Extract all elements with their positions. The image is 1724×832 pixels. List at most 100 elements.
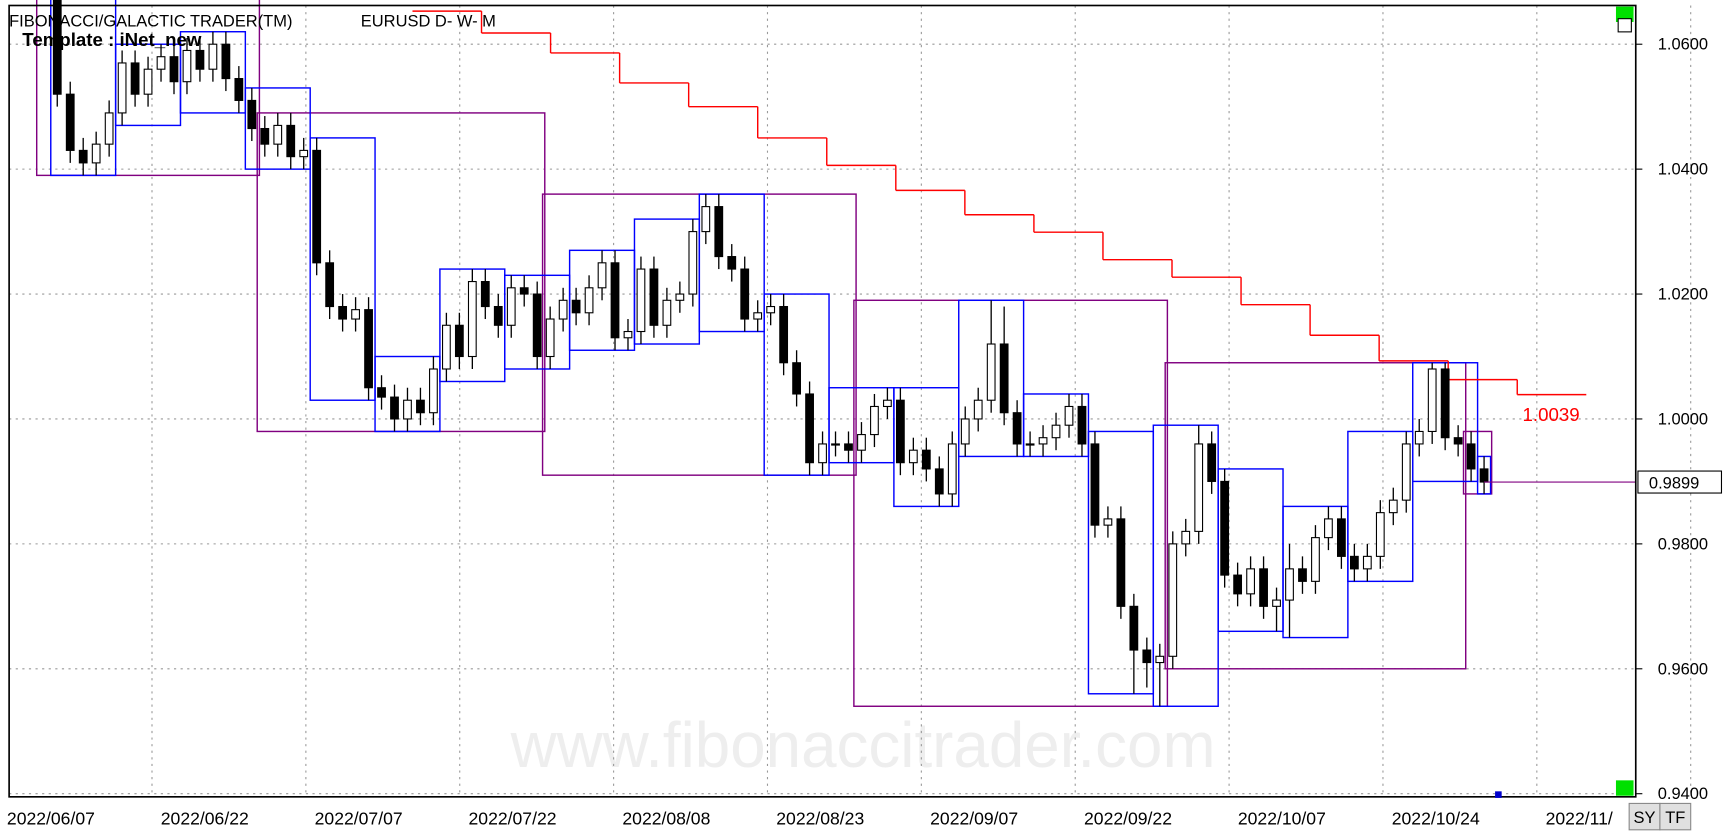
y-tick-label: 1.0400 xyxy=(1658,161,1708,179)
weekly-box xyxy=(309,137,376,401)
candle-body xyxy=(299,149,309,158)
y-tick-label: 0.9800 xyxy=(1658,535,1708,553)
time-marker xyxy=(1495,791,1502,798)
candle-body xyxy=(338,305,348,320)
candle-body xyxy=(1012,412,1022,445)
candle-body xyxy=(221,43,231,80)
candle-body xyxy=(688,231,698,295)
candle-body xyxy=(1142,649,1152,664)
candle-body xyxy=(571,299,581,314)
candle-body xyxy=(65,93,75,151)
x-tick-label: 2022/07/22 xyxy=(469,808,557,828)
candle-body xyxy=(1181,530,1191,545)
y-tick-label: 0.9600 xyxy=(1658,660,1708,678)
candle-body xyxy=(908,449,918,464)
candle-body xyxy=(1103,518,1113,526)
candle-body xyxy=(273,124,283,145)
candle-body xyxy=(286,124,296,158)
candle-body xyxy=(1466,443,1476,470)
candle-body xyxy=(895,399,905,464)
chart-title: FIBONACCI/GALACTIC TRADER(TM) xyxy=(9,12,292,30)
x-tick-label: 2022/09/07 xyxy=(930,808,1018,828)
candle-body xyxy=(558,299,568,320)
candle-body xyxy=(805,393,814,464)
candle-body xyxy=(169,56,179,83)
weekly-box xyxy=(763,293,830,476)
candle-body xyxy=(78,149,88,164)
candle-body xyxy=(766,305,776,314)
candle-body xyxy=(1362,555,1372,570)
candle-body xyxy=(921,449,931,470)
candle-body xyxy=(1220,480,1230,576)
candle-body xyxy=(1375,512,1385,557)
candle-body xyxy=(1401,443,1411,501)
candle-body xyxy=(947,443,957,495)
candle-body xyxy=(1129,605,1139,651)
candle-body xyxy=(1233,574,1243,595)
candle-body xyxy=(351,309,360,320)
candle-body xyxy=(1349,555,1359,570)
stop-label: 1.0039 xyxy=(1523,404,1580,425)
price-label-box xyxy=(1637,470,1723,494)
candle-body xyxy=(1285,568,1294,601)
candle-body xyxy=(429,368,438,414)
monthly-box xyxy=(35,0,261,177)
sy-button[interactable] xyxy=(1628,802,1661,831)
candle-body xyxy=(973,399,983,420)
weekly-box xyxy=(698,193,765,333)
candle-body xyxy=(623,330,633,339)
candle-body xyxy=(454,324,464,358)
tf-button[interactable] xyxy=(1659,802,1692,831)
candle-body xyxy=(390,396,399,420)
candle-body xyxy=(649,268,659,326)
candle-body xyxy=(532,293,542,358)
candle-body xyxy=(1155,655,1165,664)
y-tick-label: 0.9400 xyxy=(1658,785,1708,803)
candle-body xyxy=(325,262,335,308)
candle-body xyxy=(1272,599,1281,607)
candle-body xyxy=(597,262,607,289)
candle-body xyxy=(234,78,244,101)
weekly-box xyxy=(1022,393,1090,458)
candle-body xyxy=(636,268,646,333)
candle-body xyxy=(584,287,594,314)
candle-body xyxy=(1479,468,1489,483)
candle-body xyxy=(1427,368,1437,433)
plot-frame xyxy=(8,4,1637,798)
candle-body xyxy=(1207,443,1217,482)
candle-body xyxy=(844,443,853,451)
candle-body xyxy=(493,305,503,326)
weekly-box xyxy=(244,87,311,170)
candle-body xyxy=(986,343,996,401)
x-tick-label: 2022/06/22 xyxy=(161,808,249,828)
candle-body xyxy=(701,206,711,233)
watermark: www.fibonaccitrader.com xyxy=(510,709,1216,781)
x-tick-label: 2022/07/07 xyxy=(315,808,403,828)
tf-button-label[interactable]: TF xyxy=(1665,809,1685,827)
candle-body xyxy=(260,127,270,145)
candle-body xyxy=(364,309,373,389)
candle-body xyxy=(1090,443,1100,526)
candle-body xyxy=(519,287,529,295)
candle-body xyxy=(1414,430,1424,445)
candle-body xyxy=(1298,568,1307,582)
candle-body xyxy=(480,281,490,308)
sy-button-label[interactable]: SY xyxy=(1634,809,1656,827)
candle-body xyxy=(467,281,477,358)
candle-body xyxy=(182,49,192,83)
x-tick-label: 2022/10/24 xyxy=(1392,808,1480,828)
candle-body xyxy=(441,324,451,370)
candle-body xyxy=(714,206,724,258)
candle-body xyxy=(104,112,114,145)
y-tick-label: 1.0000 xyxy=(1658,410,1708,428)
candle-body xyxy=(857,434,866,451)
candle-body xyxy=(195,49,205,70)
candle-body xyxy=(1077,405,1087,445)
y-tick-label: 1.0200 xyxy=(1658,286,1708,304)
candle-body xyxy=(1311,537,1320,582)
candle-body xyxy=(999,343,1009,414)
candle-body xyxy=(1116,518,1126,607)
candle-body xyxy=(831,443,840,446)
candle-body xyxy=(312,149,322,264)
candle-body xyxy=(117,62,127,114)
